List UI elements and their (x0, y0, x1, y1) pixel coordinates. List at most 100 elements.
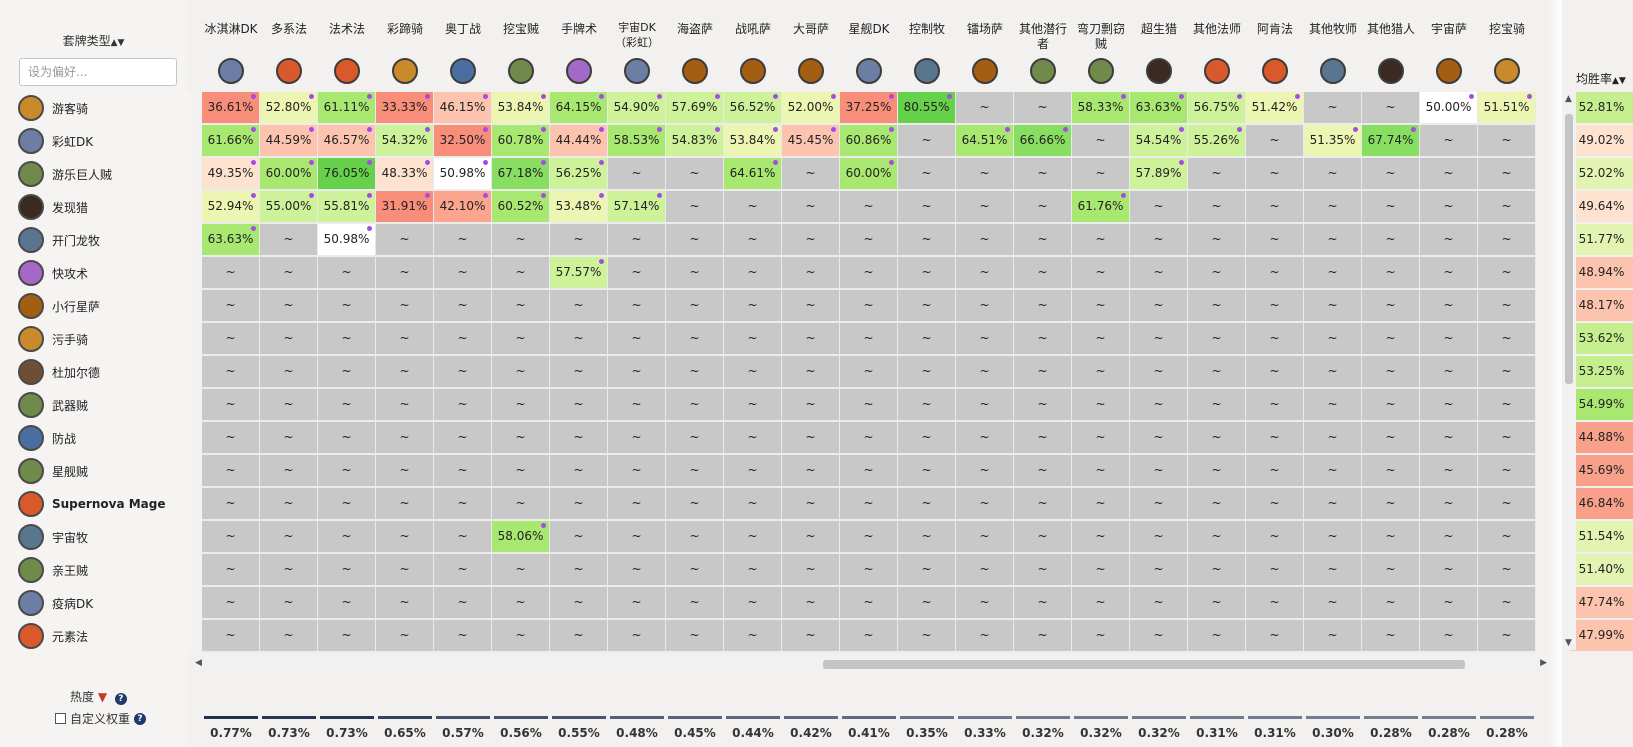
scroll-right-icon[interactable]: ▶ (1540, 658, 1547, 668)
matchup-cell[interactable]: ~ (1014, 158, 1072, 189)
matchup-cell[interactable]: 50.00% (1420, 92, 1478, 123)
matchup-cell[interactable]: ~ (1420, 356, 1478, 387)
matchup-cell[interactable]: ~ (666, 620, 724, 651)
matchup-cell[interactable]: ~ (1188, 554, 1246, 585)
matchup-cell[interactable]: ~ (1130, 323, 1188, 354)
matchup-cell[interactable]: ~ (1014, 620, 1072, 651)
row-label[interactable]: 疫病DK (18, 587, 93, 619)
column-header[interactable]: 宇宙DK（彩虹） (608, 0, 666, 92)
matchup-cell[interactable]: ~ (1072, 587, 1130, 618)
matchup-cell[interactable]: ~ (1246, 290, 1304, 321)
matchup-cell[interactable]: ~ (492, 356, 550, 387)
matchup-cell[interactable]: ~ (260, 323, 318, 354)
matchup-cell[interactable]: ~ (608, 290, 666, 321)
matchup-cell[interactable]: ~ (260, 356, 318, 387)
matchup-cell[interactable]: ~ (1478, 158, 1536, 189)
matchup-cell[interactable]: ~ (782, 323, 840, 354)
horizontal-scrollbar[interactable]: ◀ ▶ (193, 657, 1549, 671)
matchup-cell[interactable]: ~ (1014, 554, 1072, 585)
matchup-cell[interactable]: ~ (202, 620, 260, 651)
matchup-cell[interactable]: ~ (376, 257, 434, 288)
matchup-cell[interactable]: ~ (840, 455, 898, 486)
matchup-cell[interactable]: ~ (1420, 455, 1478, 486)
matchup-cell[interactable]: 66.66% (1014, 125, 1072, 156)
matchup-cell[interactable]: ~ (1246, 620, 1304, 651)
matchup-cell[interactable]: ~ (1362, 389, 1420, 420)
matchup-cell[interactable]: ~ (1072, 158, 1130, 189)
matchup-cell[interactable]: ~ (898, 455, 956, 486)
matchup-cell[interactable]: ~ (956, 587, 1014, 618)
matchup-cell[interactable]: ~ (1420, 290, 1478, 321)
matchup-cell[interactable]: ~ (608, 620, 666, 651)
row-label[interactable]: 游客骑 (18, 92, 88, 124)
matchup-cell[interactable]: ~ (1072, 521, 1130, 552)
matchup-cell[interactable]: ~ (956, 290, 1014, 321)
column-header[interactable]: 战吼萨 (724, 0, 782, 92)
matchup-cell[interactable]: ~ (376, 422, 434, 453)
matchup-cell[interactable]: 54.83% (666, 125, 724, 156)
matchup-cell[interactable]: ~ (318, 422, 376, 453)
matchup-cell[interactable]: ~ (260, 224, 318, 255)
matchup-cell[interactable]: ~ (1420, 554, 1478, 585)
matchup-cell[interactable]: 54.32% (376, 125, 434, 156)
matchup-cell[interactable]: ~ (1420, 488, 1478, 519)
matchup-cell[interactable]: 64.15% (550, 92, 608, 123)
matchup-cell[interactable]: ~ (782, 158, 840, 189)
matchup-cell[interactable]: 46.15% (434, 92, 492, 123)
matchup-cell[interactable]: 58.06% (492, 521, 550, 552)
matchup-cell[interactable]: 51.35% (1304, 125, 1362, 156)
matchup-cell[interactable]: ~ (1246, 356, 1304, 387)
matchup-cell[interactable]: ~ (1072, 422, 1130, 453)
matchup-cell[interactable]: ~ (1072, 455, 1130, 486)
matchup-cell[interactable]: 63.63% (1130, 92, 1188, 123)
help-icon[interactable]: ? (114, 693, 127, 705)
matchup-cell[interactable]: ~ (550, 290, 608, 321)
row-label[interactable]: 开门龙牧 (18, 224, 100, 256)
custom-weight-control[interactable]: 自定义权重 ? (55, 710, 147, 727)
matchup-cell[interactable]: ~ (1420, 323, 1478, 354)
matchup-cell[interactable]: ~ (1420, 125, 1478, 156)
matchup-cell[interactable]: ~ (724, 455, 782, 486)
vertical-scroll-thumb[interactable] (1565, 114, 1573, 384)
matchup-cell[interactable]: ~ (550, 521, 608, 552)
matchup-cell[interactable]: ~ (898, 290, 956, 321)
matchup-cell[interactable]: ~ (550, 224, 608, 255)
matchup-cell[interactable]: ~ (724, 389, 782, 420)
matchup-cell[interactable]: ~ (492, 554, 550, 585)
matchup-cell[interactable]: ~ (1478, 422, 1536, 453)
sort-up-down-icon[interactable]: ▲▼ (1612, 76, 1626, 86)
matchup-cell[interactable]: 48.33% (376, 158, 434, 189)
matchup-cell[interactable]: ~ (1130, 290, 1188, 321)
column-header[interactable]: 大哥萨 (782, 0, 840, 92)
matchup-cell[interactable]: ~ (956, 488, 1014, 519)
matchup-cell[interactable]: ~ (492, 224, 550, 255)
matchup-cell[interactable]: ~ (1188, 488, 1246, 519)
matchup-cell[interactable]: ~ (1362, 224, 1420, 255)
matchup-cell[interactable]: ~ (260, 488, 318, 519)
row-label[interactable]: 宇宙牧 (18, 521, 88, 553)
matchup-cell[interactable]: ~ (956, 92, 1014, 123)
matchup-cell[interactable]: ~ (956, 257, 1014, 288)
matchup-cell[interactable]: ~ (1420, 158, 1478, 189)
matchup-cell[interactable]: ~ (840, 620, 898, 651)
matchup-cell[interactable]: ~ (1362, 257, 1420, 288)
matchup-cell[interactable]: ~ (956, 323, 1014, 354)
matchup-cell[interactable]: ~ (956, 224, 1014, 255)
matchup-cell[interactable]: ~ (1420, 257, 1478, 288)
matchup-cell[interactable]: ~ (724, 620, 782, 651)
matchup-cell[interactable]: ~ (1362, 587, 1420, 618)
matchup-cell[interactable]: ~ (260, 587, 318, 618)
matchup-cell[interactable]: ~ (1130, 455, 1188, 486)
matchup-cell[interactable]: ~ (840, 554, 898, 585)
matchup-cell[interactable]: ~ (1478, 488, 1536, 519)
column-header[interactable]: 星舰DK (840, 0, 898, 92)
matchup-cell[interactable]: ~ (1420, 521, 1478, 552)
matchup-cell[interactable]: ~ (1304, 389, 1362, 420)
matchup-cell[interactable]: ~ (898, 158, 956, 189)
matchup-cell[interactable]: ~ (608, 389, 666, 420)
matchup-cell[interactable]: ~ (666, 422, 724, 453)
matchup-cell[interactable]: ~ (1072, 356, 1130, 387)
matchup-cell[interactable]: ~ (1130, 389, 1188, 420)
matchup-cell[interactable]: ~ (202, 323, 260, 354)
matchup-cell[interactable]: ~ (1420, 191, 1478, 222)
